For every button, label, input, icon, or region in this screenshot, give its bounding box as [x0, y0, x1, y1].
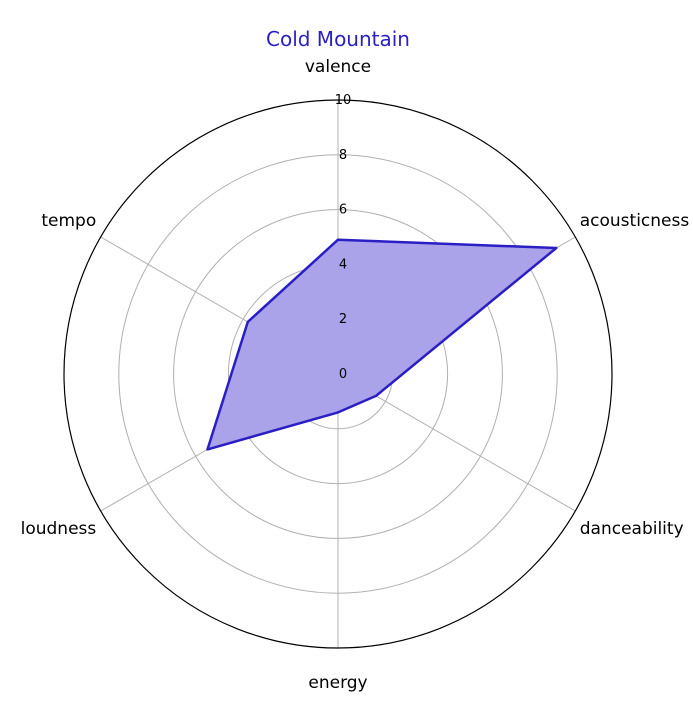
data-point-acousticness	[555, 246, 558, 250]
tick-label-2: 2	[339, 312, 347, 327]
axis-labels: valence acousticness danceability energy lou…	[21, 57, 690, 693]
axis-label-loudness: loudness	[21, 519, 97, 539]
series	[206, 238, 558, 451]
chart-title: Cold Mountain	[266, 27, 410, 51]
outer-circle	[63, 99, 613, 649]
data-point-tempo	[246, 320, 250, 324]
data-point-valence	[336, 238, 340, 241]
data-point-energy	[336, 411, 340, 414]
axis-label-energy: energy	[308, 673, 367, 693]
axis-label-danceability: danceability	[580, 519, 684, 539]
data-point-danceability	[374, 394, 378, 398]
data-point-loudness	[206, 448, 209, 451]
axis-label-tempo: tempo	[41, 211, 96, 231]
radial-tick-labels: 0 2 4 6 8 10	[335, 93, 352, 382]
tick-label-4: 4	[339, 257, 347, 272]
tick-label-6: 6	[339, 203, 347, 218]
tick-label-8: 8	[339, 148, 347, 163]
spoke-danceability	[337, 373, 576, 512]
series-area	[207, 239, 557, 450]
axis-label-acousticness: acousticness	[580, 211, 690, 231]
axis-label-valence: valence	[305, 57, 371, 77]
tick-label-10: 10	[335, 93, 352, 108]
tick-label-0: 0	[339, 367, 347, 382]
